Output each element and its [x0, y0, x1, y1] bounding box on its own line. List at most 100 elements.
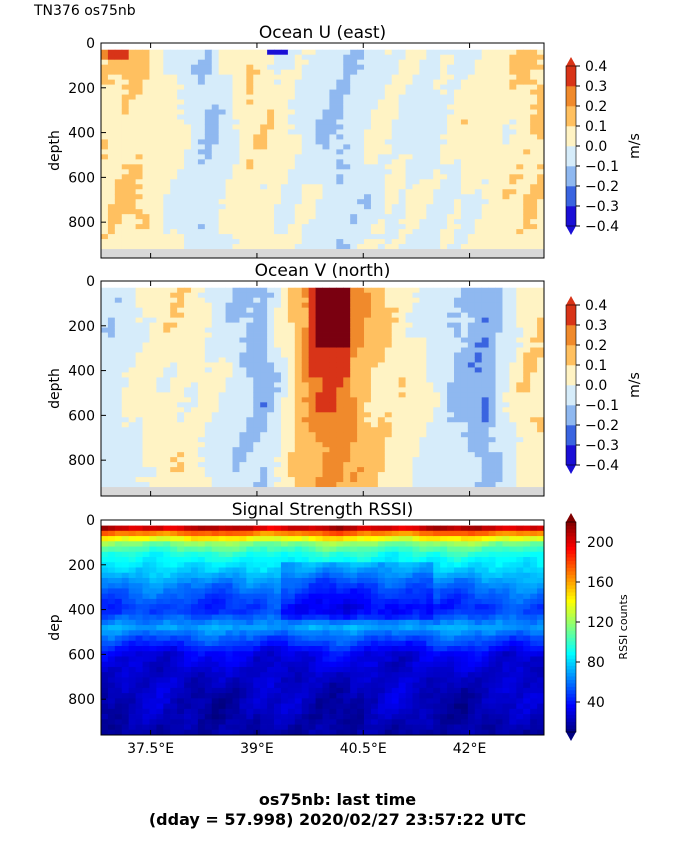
heatmap-cell: [253, 287, 261, 294]
heatmap-cell: [204, 209, 213, 215]
heatmap-cell: [177, 224, 185, 230]
heatmap-cell: [177, 124, 185, 130]
heatmap-cell: [384, 337, 393, 343]
heatmap-cell: [308, 89, 316, 95]
heatmap-cell: [474, 287, 483, 294]
heatmap-cell: [523, 129, 531, 135]
heatmap-cell: [384, 477, 393, 483]
heatmap-cell: [370, 377, 379, 383]
heatmap-cell: [197, 347, 206, 353]
heatmap-cell: [218, 462, 226, 468]
heatmap-cell: [384, 174, 393, 180]
heatmap-cell: [495, 104, 503, 110]
heatmap-cell: [128, 184, 137, 190]
heatmap-cell: [315, 327, 323, 333]
heatmap-cell: [467, 134, 476, 140]
heatmap-cell: [322, 89, 330, 95]
heatmap-cell: [364, 114, 372, 120]
heatmap-cell: [336, 467, 344, 473]
heatmap-cell: [204, 317, 213, 323]
heatmap-cell: [474, 59, 483, 66]
heatmap-cell: [384, 327, 393, 333]
heatmap-cell: [391, 219, 400, 225]
heatmap-cell: [350, 302, 358, 309]
heatmap-cell: [225, 149, 233, 155]
heatmap-cell: [232, 164, 240, 170]
heatmap-cell: [280, 352, 289, 358]
heatmap-cell: [253, 154, 261, 160]
heatmap-cell: [405, 194, 413, 200]
heatmap-cell: [267, 482, 275, 488]
heatmap-cell: [474, 342, 483, 348]
heatmap-cell: [384, 342, 393, 348]
heatmap-cell: [474, 352, 483, 358]
heatmap-cell: [315, 99, 323, 105]
heatmap-cell: [481, 317, 490, 323]
heatmap-cell: [287, 347, 296, 353]
heatmap-cell: [287, 392, 296, 398]
heatmap-cell: [142, 407, 150, 413]
heatmap-cell: [163, 119, 171, 125]
heatmap-cell: [357, 467, 365, 473]
heatmap-cell: [246, 322, 254, 328]
heatmap-cell: [135, 447, 143, 453]
heatmap-cell: [523, 149, 531, 155]
heatmap-cell: [287, 447, 296, 453]
heatmap-cell: [467, 387, 476, 393]
heatmap-cell: [184, 342, 192, 348]
heatmap-cell: [274, 352, 282, 358]
heatmap-cell: [460, 119, 469, 125]
heatmap-cell: [107, 452, 116, 458]
heatmap-cell: [280, 114, 289, 120]
heatmap-cell: [149, 457, 157, 463]
heatmap-cell: [128, 292, 137, 299]
heatmap-cell: [350, 219, 358, 225]
heatmap-cell: [197, 372, 206, 378]
heatmap-cell: [516, 109, 524, 115]
heatmap-cell: [481, 312, 490, 319]
heatmap-cell: [447, 84, 455, 90]
heatmap-cell: [184, 179, 192, 185]
heatmap-cell: [301, 174, 310, 180]
heatmap-cell: [101, 74, 109, 81]
heatmap-cell: [121, 292, 130, 299]
heatmap-cell: [149, 302, 157, 309]
heatmap-cell: [225, 134, 233, 140]
heatmap-cell: [253, 149, 261, 155]
heatmap-cell: [440, 149, 448, 155]
heatmap-cell: [260, 224, 268, 230]
heatmap-cell: [308, 54, 316, 61]
heatmap-cell: [149, 422, 157, 428]
heatmap-cell: [170, 417, 178, 423]
heatmap-cell: [184, 307, 192, 314]
heatmap-cell: [433, 129, 441, 135]
heatmap-cell: [156, 297, 164, 304]
heatmap-cell: [357, 174, 365, 180]
heatmap-cell: [190, 387, 199, 393]
heatmap-cell: [301, 367, 310, 373]
heatmap-cell: [308, 362, 316, 368]
heatmap-cell: [329, 307, 337, 314]
heatmap-cell: [294, 79, 303, 85]
heatmap-cell: [377, 367, 386, 373]
heatmap-cell: [460, 79, 469, 85]
heatmap-cell: [419, 477, 427, 483]
heatmap-cell: [433, 104, 441, 110]
heatmap-cell: [495, 64, 503, 71]
heatmap-cell: [343, 89, 351, 95]
heatmap-cell: [488, 164, 496, 170]
heatmap-cell: [163, 377, 171, 383]
heatmap-cell: [101, 382, 109, 388]
heatmap-cell: [218, 327, 226, 333]
heatmap-cell: [523, 159, 531, 165]
heatmap-cell: [384, 99, 393, 105]
heatmap-cell: [239, 342, 247, 348]
heatmap-cell: [412, 287, 420, 294]
heatmap-cell: [267, 442, 275, 448]
heatmap-cell: [197, 442, 206, 448]
heatmap-cell: [329, 432, 337, 438]
heatmap-cell: [509, 302, 517, 309]
heatmap-cell: [274, 234, 282, 240]
heatmap-cell: [336, 432, 344, 438]
heatmap-cell: [163, 74, 171, 81]
